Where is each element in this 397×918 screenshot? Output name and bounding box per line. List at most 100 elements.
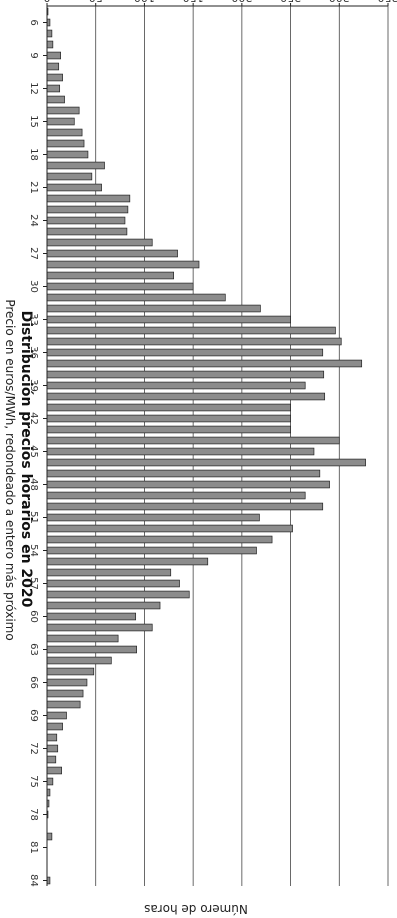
x-tick-label: 45: [28, 445, 39, 458]
bar: [46, 755, 57, 764]
bar: [46, 711, 67, 720]
bar: [46, 73, 63, 82]
bar: [46, 667, 95, 676]
bar: [46, 612, 137, 621]
x-tick-label: 81: [28, 841, 39, 854]
x-tick-label: 33: [28, 313, 39, 326]
bar: [46, 205, 129, 214]
bar: [46, 700, 81, 709]
y-tick-label: 200: [231, 0, 252, 4]
bar: [46, 557, 209, 566]
bar: [46, 326, 336, 335]
x-tick-label: 18: [28, 148, 39, 161]
bar: [46, 623, 153, 632]
bar: [46, 590, 190, 599]
x-tick-label: 36: [28, 346, 39, 359]
bar: [46, 337, 342, 346]
x-tick-label: 15: [28, 115, 39, 128]
y-tick-labels: 0 50 100 150 200 250 300 350: [44, 0, 397, 4]
x-tick-label: 51: [28, 511, 39, 524]
x-tick-label: 60: [28, 610, 39, 623]
bar: [46, 183, 102, 192]
bar: [46, 403, 291, 412]
bar: [46, 414, 291, 423]
bar: [46, 524, 293, 533]
bar: [46, 381, 306, 390]
bar: [46, 535, 273, 544]
y-tick-label: 50: [89, 0, 103, 4]
bar: [46, 227, 128, 236]
bar: [46, 282, 194, 291]
bar: [46, 238, 153, 247]
bar: [46, 425, 291, 434]
x-tick-label: 21: [28, 181, 39, 194]
bar: [46, 656, 112, 665]
x-tick-label: 69: [28, 709, 39, 722]
bar: [46, 95, 65, 104]
y-tick-label: 350: [378, 0, 397, 4]
x-tick-label: 78: [28, 808, 39, 821]
bar: [46, 832, 53, 841]
bar: [46, 447, 315, 456]
bar: [46, 260, 200, 269]
x-tick-label: 24: [28, 214, 39, 227]
bar: [46, 216, 126, 225]
x-tick-label: 42: [28, 412, 39, 425]
gridlines: [95, 6, 389, 886]
bar: [46, 601, 161, 610]
bar: [46, 62, 60, 71]
bar: [46, 348, 324, 357]
bar: [46, 128, 83, 137]
bar: [46, 172, 93, 181]
bar: [46, 689, 84, 698]
bar: [46, 469, 321, 478]
bar: [46, 29, 53, 38]
bar: [46, 304, 261, 313]
bar: [46, 51, 61, 60]
bar: [46, 480, 330, 489]
bar: [46, 722, 63, 731]
y-tick-label: 0: [44, 0, 51, 4]
x-tick-label: 75: [28, 775, 39, 788]
bar: [46, 161, 105, 170]
bar: [46, 568, 172, 577]
x-tick-label: 66: [28, 676, 39, 689]
bar: [46, 293, 226, 302]
y-tick-label: 150: [183, 0, 204, 4]
bar: [46, 513, 260, 522]
bar: [46, 249, 178, 258]
bars-group: [46, 7, 366, 885]
bar: [46, 744, 59, 753]
chart-title: Distribución precios horarios en 2020: [18, 311, 34, 608]
bar: [46, 139, 85, 148]
y-tick-label: 250: [280, 0, 301, 4]
bar: [46, 392, 326, 401]
bar: [46, 678, 88, 687]
bar: [46, 777, 54, 786]
x-tick-label: 63: [28, 643, 39, 656]
bar: [46, 359, 363, 368]
x-tick-label: 9: [28, 52, 39, 58]
bar: [46, 315, 291, 324]
bar: [46, 458, 366, 467]
bar: [46, 117, 75, 126]
bar: [46, 194, 131, 203]
x-axis-title: Precio en euros/MWh, redondeado a entero…: [3, 299, 17, 640]
bar: [46, 766, 62, 775]
bar: [46, 40, 54, 49]
x-tick-label: 54: [28, 544, 39, 557]
bar: [46, 150, 89, 159]
bar: [46, 84, 61, 93]
x-tick-label: 57: [28, 577, 39, 590]
bar: [46, 370, 325, 379]
y-tick-label: 300: [329, 0, 350, 4]
x-tick-label: 48: [28, 478, 39, 491]
x-tick-label: 12: [28, 82, 39, 95]
x-tick-label: 27: [28, 247, 39, 260]
x-tick-label: 72: [28, 742, 39, 755]
x-tick-label: 84: [28, 874, 39, 887]
bar: [46, 502, 324, 511]
bar: [46, 579, 180, 588]
